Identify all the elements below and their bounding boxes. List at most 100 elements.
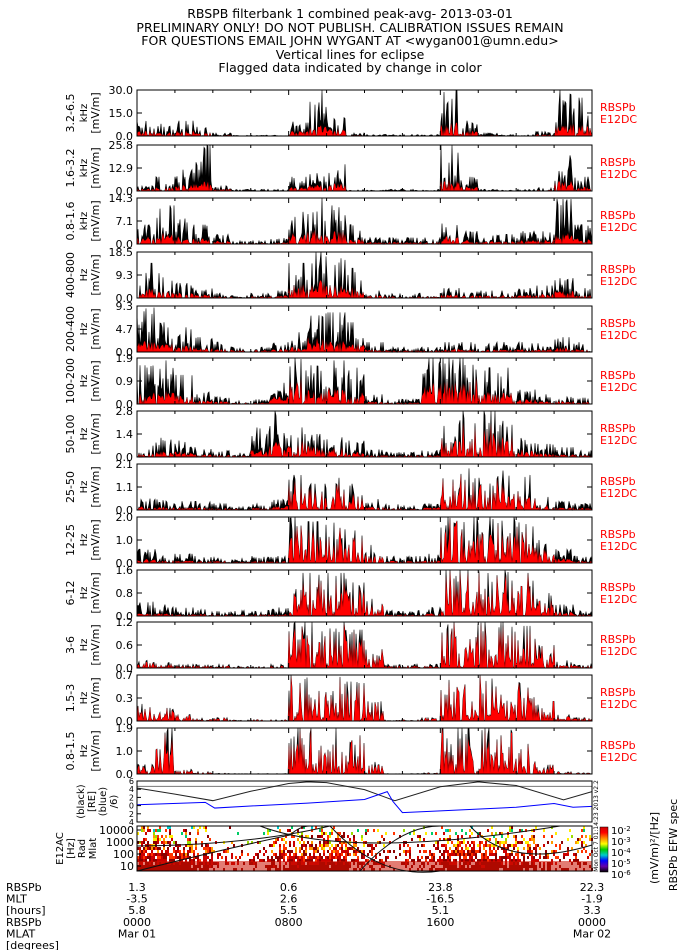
y-tick-label: 2.8 — [116, 405, 134, 418]
spectral-cell — [163, 838, 165, 841]
spectral-cell — [187, 856, 189, 859]
gyrofrequency-curve — [329, 825, 441, 873]
spectral-cell — [471, 850, 473, 853]
spectral-cell — [511, 853, 513, 856]
y-tick-label: 100 — [113, 848, 134, 861]
spectral-cell — [357, 829, 359, 832]
spectral-cell — [457, 847, 459, 850]
spectral-cell — [551, 859, 553, 862]
spectral-cell — [169, 832, 171, 835]
spectral-cell — [407, 850, 409, 853]
spectral-cell — [487, 844, 489, 847]
y-tick-label: 0.0 — [116, 130, 134, 143]
spectral-cell — [383, 844, 385, 847]
spectral-cell — [399, 853, 401, 856]
unit-label: Hz — [79, 534, 90, 547]
spectral-cell — [175, 850, 177, 853]
spectral-cell — [435, 832, 437, 835]
spectral-cell — [231, 856, 233, 859]
spectral-cell — [409, 856, 411, 859]
ephemeris-time: 0000 — [578, 916, 606, 929]
spectral-cell — [455, 844, 457, 847]
spectral-cell — [263, 859, 265, 862]
spectral-cell — [341, 853, 343, 856]
mlat-curve — [136, 791, 593, 814]
spectral-cell — [469, 859, 471, 862]
spectral-cell — [335, 853, 337, 856]
spectral-cell — [441, 859, 443, 862]
spectral-cell — [277, 856, 279, 859]
spectral-cell — [457, 853, 459, 856]
spectral-cell — [211, 856, 213, 859]
side-label-probe: RBSPb — [600, 263, 636, 276]
spectral-cell — [313, 847, 315, 850]
spectral-cell — [161, 841, 163, 844]
spectral-cell — [387, 850, 389, 853]
ephemeris-mlat: -1.9 — [581, 893, 602, 906]
spectral-cell — [297, 832, 299, 835]
spectral-cell — [465, 844, 467, 847]
spectral-cell — [371, 844, 373, 847]
spectral-cell — [281, 853, 283, 856]
spectral-cell — [383, 838, 385, 841]
spectral-cell — [225, 859, 227, 862]
spectral-cell — [153, 838, 155, 841]
spectral-cell — [273, 841, 275, 844]
spectral-cell — [531, 856, 533, 859]
side-label-probe: RBSPb — [600, 422, 636, 435]
spectral-cell — [533, 859, 535, 862]
spectral-cell — [445, 829, 447, 832]
spectral-cell — [297, 838, 299, 841]
unit-label: Hz — [79, 587, 90, 600]
spectral-cell — [337, 859, 339, 862]
y-tick-label: 0.0 — [116, 715, 134, 728]
spectral-cell — [531, 850, 533, 853]
gyrofrequency-curve — [136, 825, 311, 872]
spectral-cell — [267, 856, 269, 859]
spectral-cell — [159, 856, 161, 859]
title-line-1: RBSPB filterbank 1 combined peak-avg- 20… — [187, 6, 513, 21]
spectral-cell — [339, 853, 341, 856]
spectral-cell — [257, 856, 259, 859]
spectral-cell — [231, 841, 233, 844]
spectral-cell — [293, 853, 295, 856]
spectral-cell — [447, 829, 449, 832]
spectral-cell — [393, 850, 395, 853]
ephemeris-mlt: 0.6 — [280, 881, 298, 894]
spectral-cell — [331, 859, 333, 862]
spectral-cell — [455, 853, 457, 856]
spectral-cell — [163, 856, 165, 859]
spectral-cell — [149, 847, 151, 850]
spectral-cell — [289, 850, 291, 853]
spectral-cell — [559, 844, 561, 847]
spectral-cell — [191, 859, 193, 862]
spectral-cell — [481, 856, 483, 859]
spectral-cell — [179, 853, 181, 856]
y-tick-label: 0.0 — [116, 292, 134, 305]
spectral-cell — [143, 847, 145, 850]
spectral-cell — [345, 844, 347, 847]
spectral-cell — [169, 859, 171, 862]
spectral-cell — [309, 847, 311, 850]
spectral-cell — [327, 835, 329, 838]
spectral-cell — [467, 850, 469, 853]
spectral-cell — [181, 856, 183, 859]
spectral-cell — [493, 844, 495, 847]
y-tick-label: 9.3 — [116, 300, 134, 313]
spectral-cell — [321, 844, 323, 847]
spectral-cell — [423, 838, 425, 841]
spectral-cell — [189, 841, 191, 844]
spectral-cell — [147, 853, 149, 856]
spectral-cell — [347, 853, 349, 856]
spectral-cell — [167, 853, 169, 856]
panel-25-50 — [136, 463, 593, 512]
y-tick-label: 1.6 — [116, 564, 134, 577]
spectral-cell — [493, 847, 495, 850]
y-tick-label: 2.0 — [116, 511, 134, 524]
spectral-cell — [351, 832, 353, 835]
spectral-cell — [535, 859, 537, 862]
spectral-cell — [171, 856, 173, 859]
colorbar-title: (mV/m)²/[Hz] — [648, 812, 661, 884]
spectral-cell — [547, 841, 549, 844]
spectral-cell — [177, 856, 179, 859]
